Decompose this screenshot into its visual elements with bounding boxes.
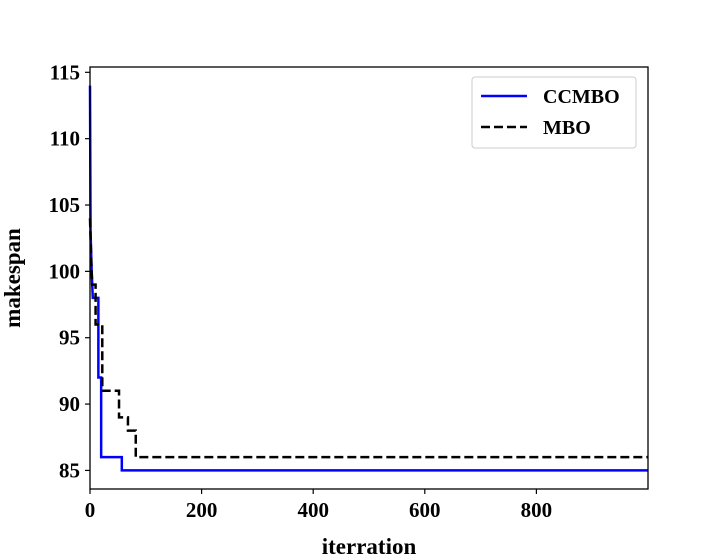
y-tick-label: 105 xyxy=(49,193,81,217)
y-tick-label: 110 xyxy=(50,127,80,151)
x-tick-label: 600 xyxy=(409,498,441,522)
x-axis-title: iterration xyxy=(322,534,417,559)
series-layer xyxy=(88,85,648,472)
y-axis-title: makespan xyxy=(0,228,25,328)
legend-label-mbo: MBO xyxy=(543,117,591,139)
y-tick-label: 90 xyxy=(59,392,80,416)
y-tick-label: 85 xyxy=(59,458,80,482)
x-tick-label: 200 xyxy=(186,498,218,522)
x-axis: 0 200 400 600 800 xyxy=(85,489,552,522)
y-tick-label: 95 xyxy=(59,326,80,350)
y-tick-label: 115 xyxy=(50,60,80,84)
series-line-mbo xyxy=(88,218,648,459)
x-tick-label: 800 xyxy=(521,498,553,522)
x-tick-label: 400 xyxy=(297,498,329,522)
plot-frame xyxy=(89,66,649,490)
x-tick-label: 0 xyxy=(85,498,96,522)
y-tick-label: 100 xyxy=(49,259,81,283)
y-axis: 85 90 95 100 105 110 115 xyxy=(49,60,90,482)
legend-label-ccmbo: CCMBO xyxy=(543,86,620,108)
legend: CCMBO MBO xyxy=(471,76,637,149)
